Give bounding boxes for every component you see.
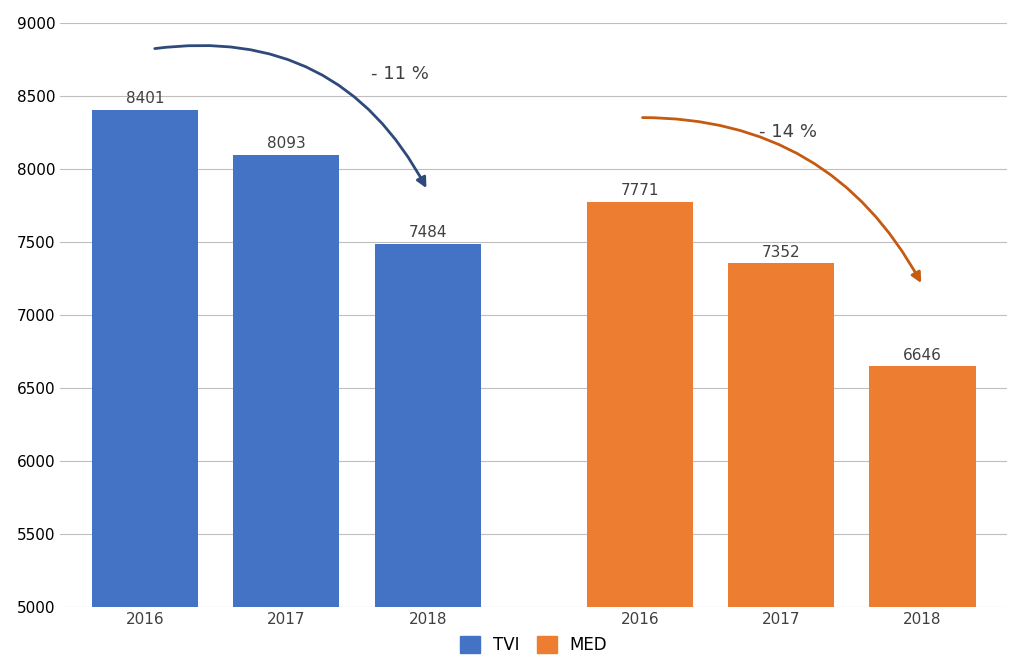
Text: 6646: 6646 — [903, 347, 942, 363]
Text: - 11 %: - 11 % — [371, 65, 428, 83]
Legend: TVI, MED: TVI, MED — [452, 628, 615, 663]
Bar — [375, 244, 480, 672]
Bar — [92, 110, 198, 672]
Text: 7771: 7771 — [621, 183, 659, 198]
Text: 7352: 7352 — [762, 245, 801, 259]
Bar — [233, 155, 339, 672]
Text: - 14 %: - 14 % — [759, 123, 817, 141]
Bar — [587, 202, 693, 672]
Bar — [869, 366, 976, 672]
Text: 8093: 8093 — [267, 136, 306, 151]
Text: 7484: 7484 — [409, 225, 446, 241]
Text: 8401: 8401 — [126, 91, 164, 106]
Bar — [728, 263, 835, 672]
